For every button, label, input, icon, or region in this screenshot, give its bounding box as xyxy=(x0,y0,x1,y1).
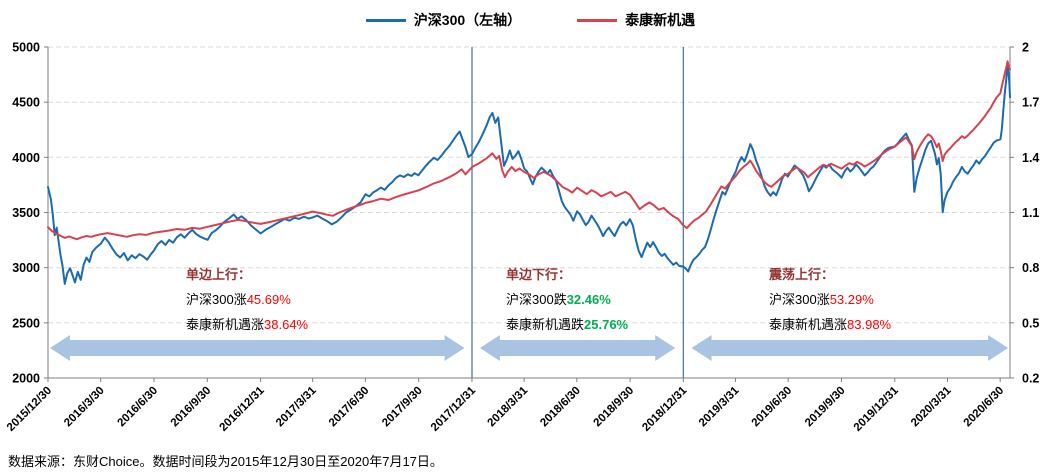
annotation-title: 单边下行： xyxy=(506,267,572,282)
right-axis-tick-label: 0.2 xyxy=(1022,372,1039,386)
right-axis-tick-label: 1.7 xyxy=(1022,96,1039,110)
legend-item-taikang: 泰康新机遇 xyxy=(577,10,695,30)
right-axis-tick-label: 1.4 xyxy=(1022,151,1039,165)
annotation-line: 泰康新机遇涨38.64% xyxy=(186,312,308,337)
x-axis-tick-label: 2017/3/31 xyxy=(274,384,319,429)
x-axis-tick-label: 2018/6/30 xyxy=(538,385,583,430)
annotation-pct: 32.46% xyxy=(566,292,611,307)
x-axis-tick-label: 2017/6/30 xyxy=(327,385,372,430)
annotation-text: 泰康新机遇跌 xyxy=(506,317,585,332)
x-axis-tick-label: 2016/3/30 xyxy=(62,385,107,430)
x-axis-tick-label: 2019/12/31 xyxy=(852,384,902,434)
annotation-title: 震荡上行： xyxy=(769,267,835,282)
right-axis-tick-label: 0.8 xyxy=(1022,261,1039,275)
csi300-line-swatch xyxy=(365,18,406,22)
annotation-pct: 45.69% xyxy=(246,292,291,307)
annotation-phase-volatile-up: 震荡上行： 沪深300涨53.29% 泰康新机遇涨83.98% xyxy=(769,262,891,337)
annotation-pct: 53.29% xyxy=(829,292,874,307)
annotation-line: 沪深300跌32.46% xyxy=(506,287,628,312)
x-axis-tick-label: 2016/6/30 xyxy=(115,385,160,430)
left-axis-tick-label: 3000 xyxy=(12,261,40,275)
x-axis-tick-label: 2019/6/30 xyxy=(750,385,795,430)
right-axis-tick-label: 0.5 xyxy=(1022,316,1039,330)
x-axis-tick-label: 2019/9/30 xyxy=(803,385,848,430)
x-axis-tick-label: 2020/3/31 xyxy=(909,384,954,429)
series-csi300-line xyxy=(47,62,1011,285)
left-axis-tick-label: 4500 xyxy=(12,96,40,110)
x-axis-tick-label: 2018/12/31 xyxy=(640,384,690,434)
taikang-line-swatch xyxy=(577,18,618,22)
series-taikang-line xyxy=(47,60,1011,241)
x-axis-tick-label: 2016/12/31 xyxy=(218,384,268,434)
x-axis-tick-label: 2018/9/30 xyxy=(592,385,637,430)
left-axis-tick-label: 3500 xyxy=(12,206,40,220)
annotation-text: 泰康新机遇涨 xyxy=(186,317,265,332)
left-axis-tick-label: 4000 xyxy=(12,151,40,165)
data-source-note: 数据来源：东财Choice。数据时间段为2015年12月30日至2020年7月1… xyxy=(8,454,443,469)
annotation-pct: 38.64% xyxy=(264,317,309,332)
annotation-line: 沪深300涨53.29% xyxy=(769,287,891,312)
annotation-pct: 25.76% xyxy=(584,317,629,332)
x-axis-tick-label: 2015/12/30 xyxy=(5,385,54,434)
csi300-legend-label: 沪深300（左轴） xyxy=(413,12,522,28)
taikang-legend-label: 泰康新机遇 xyxy=(625,12,696,28)
phase-arrow xyxy=(49,335,465,361)
legend-item-csi300: 沪深300（左轴） xyxy=(365,10,522,30)
annotation-line: 沪深300涨45.69% xyxy=(186,287,308,312)
annotation-phase-uptrend: 单边上行： 沪深300涨45.69% 泰康新机遇涨38.64% xyxy=(186,262,308,337)
annotation-line: 泰康新机遇跌25.76% xyxy=(506,312,628,337)
left-axis-tick-label: 2500 xyxy=(12,316,40,330)
x-axis-tick-label: 2018/3/31 xyxy=(486,384,531,429)
annotation-text: 沪深300跌 xyxy=(506,292,567,307)
left-axis-tick-label: 2000 xyxy=(12,372,40,386)
annotation-pct: 83.98% xyxy=(847,317,892,332)
phase-arrow xyxy=(479,335,676,361)
x-axis-tick-label: 2017/9/30 xyxy=(380,385,425,430)
right-axis-tick-label: 1.1 xyxy=(1022,206,1039,220)
left-axis-tick-label: 5000 xyxy=(12,41,40,55)
annotation-text: 沪深300涨 xyxy=(769,292,830,307)
legend: 沪深300（左轴） 泰康新机遇 xyxy=(0,10,1061,30)
annotation-title: 单边上行： xyxy=(186,267,252,282)
x-axis-tick-label: 2020/6/30 xyxy=(962,385,1007,430)
x-axis-tick-label: 2017/12/31 xyxy=(429,384,479,434)
x-axis-tick-label: 2016/9/30 xyxy=(169,385,214,430)
annotation-phase-downtrend: 单边下行： 沪深300跌32.46% 泰康新机遇跌25.76% xyxy=(506,262,628,337)
right-axis-tick-label: 2 xyxy=(1022,41,1029,55)
annotation-text: 泰康新机遇涨 xyxy=(769,317,848,332)
phase-arrow xyxy=(691,335,1009,361)
annotation-text: 沪深300涨 xyxy=(186,292,247,307)
x-axis-tick-label: 2019/3/31 xyxy=(697,384,742,429)
annotation-line: 泰康新机遇涨83.98% xyxy=(769,312,891,337)
